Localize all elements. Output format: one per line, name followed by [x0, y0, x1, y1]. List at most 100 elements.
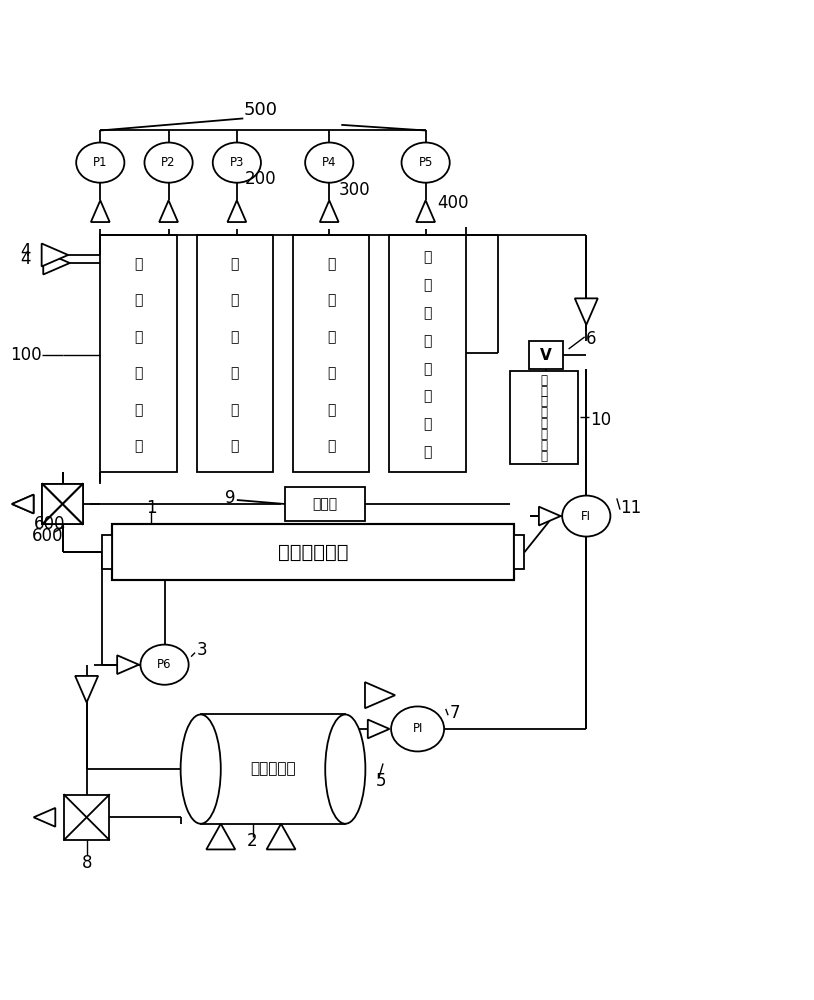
Text: 1: 1 — [146, 499, 157, 517]
Text: 滤: 滤 — [327, 366, 335, 380]
Text: 精: 精 — [423, 250, 431, 264]
Bar — [285, 487, 365, 521]
Polygon shape — [42, 244, 68, 266]
Text: 芯: 芯 — [540, 385, 548, 398]
Text: 4: 4 — [20, 250, 30, 268]
Text: 500: 500 — [244, 101, 278, 119]
Text: 100: 100 — [10, 346, 42, 364]
Bar — [197, 235, 273, 472]
Text: 温控仪: 温控仪 — [313, 497, 338, 511]
Text: P2: P2 — [161, 156, 176, 169]
Text: V: V — [540, 348, 552, 363]
Polygon shape — [416, 200, 435, 222]
Ellipse shape — [305, 143, 353, 183]
Text: 6: 6 — [586, 330, 597, 348]
Text: 过: 过 — [423, 362, 431, 376]
Polygon shape — [206, 824, 235, 849]
Text: 除: 除 — [423, 306, 431, 320]
Polygon shape — [227, 200, 247, 222]
Text: 过: 过 — [230, 330, 239, 344]
Text: 300: 300 — [339, 181, 370, 199]
Bar — [100, 235, 177, 472]
Text: 尘: 尘 — [423, 334, 431, 348]
Polygon shape — [12, 495, 33, 513]
Text: 单: 单 — [230, 403, 239, 417]
Text: 备: 备 — [540, 406, 548, 419]
Ellipse shape — [391, 706, 444, 751]
Bar — [42, 484, 82, 524]
Text: 10: 10 — [590, 411, 611, 429]
Text: 9: 9 — [225, 489, 235, 507]
Text: 200: 200 — [245, 170, 277, 188]
Text: 氮气储气罐: 氮气储气罐 — [250, 762, 295, 777]
Text: 尘: 尘 — [327, 294, 335, 308]
Ellipse shape — [562, 496, 610, 537]
Text: 600: 600 — [33, 515, 65, 533]
Ellipse shape — [401, 143, 449, 183]
Polygon shape — [539, 507, 561, 525]
Text: PI: PI — [413, 722, 422, 735]
Text: 瓷: 瓷 — [540, 374, 548, 387]
Text: 除: 除 — [134, 257, 142, 271]
Polygon shape — [320, 200, 339, 222]
Text: 600: 600 — [32, 527, 63, 545]
Text: 5: 5 — [376, 772, 387, 790]
Text: 滤: 滤 — [423, 390, 431, 404]
Bar — [389, 235, 466, 472]
Text: 400: 400 — [438, 194, 469, 212]
Text: P6: P6 — [157, 658, 172, 671]
Text: 7: 7 — [449, 704, 460, 722]
Bar — [64, 795, 109, 840]
Ellipse shape — [326, 714, 365, 824]
Text: 过: 过 — [327, 330, 335, 344]
Text: 氮气发生模块: 氮气发生模块 — [278, 543, 348, 562]
Ellipse shape — [141, 645, 189, 685]
Ellipse shape — [212, 143, 261, 183]
Text: P4: P4 — [322, 156, 336, 169]
Polygon shape — [117, 655, 139, 674]
Text: 除: 除 — [230, 257, 239, 271]
Text: 元: 元 — [230, 439, 239, 453]
Polygon shape — [160, 200, 178, 222]
Text: 2: 2 — [247, 832, 257, 850]
Ellipse shape — [144, 143, 193, 183]
Text: 元: 元 — [423, 445, 431, 459]
Bar — [529, 341, 563, 369]
Ellipse shape — [181, 714, 221, 824]
Text: P1: P1 — [93, 156, 107, 169]
Text: P5: P5 — [418, 156, 433, 169]
Text: 过: 过 — [134, 330, 142, 344]
Bar — [510, 371, 578, 464]
Polygon shape — [266, 824, 295, 849]
FancyBboxPatch shape — [201, 714, 345, 824]
Text: 序: 序 — [540, 450, 548, 463]
Polygon shape — [91, 200, 110, 222]
Text: 单: 单 — [423, 417, 431, 431]
Polygon shape — [368, 720, 389, 738]
Polygon shape — [75, 676, 98, 702]
Bar — [293, 235, 370, 472]
Text: 元: 元 — [327, 439, 335, 453]
Text: 8: 8 — [81, 854, 92, 872]
Bar — [112, 524, 514, 580]
Text: 密: 密 — [423, 278, 431, 292]
Bar — [514, 535, 524, 569]
Text: 4: 4 — [20, 242, 30, 260]
Text: 制: 制 — [540, 395, 548, 408]
Text: 程: 程 — [540, 439, 548, 452]
Bar — [42, 484, 82, 524]
Polygon shape — [365, 682, 395, 708]
Text: 滤: 滤 — [134, 366, 142, 380]
Text: 11: 11 — [620, 499, 641, 517]
Text: P3: P3 — [230, 156, 244, 169]
Polygon shape — [12, 495, 33, 513]
Text: 温: 温 — [540, 417, 548, 430]
Text: 除: 除 — [327, 257, 335, 271]
Text: 滤: 滤 — [230, 366, 239, 380]
Text: 单: 单 — [134, 403, 142, 417]
Text: FI: FI — [581, 510, 591, 523]
Polygon shape — [43, 252, 70, 275]
Text: 元: 元 — [134, 439, 142, 453]
Polygon shape — [575, 298, 597, 325]
Ellipse shape — [77, 143, 125, 183]
